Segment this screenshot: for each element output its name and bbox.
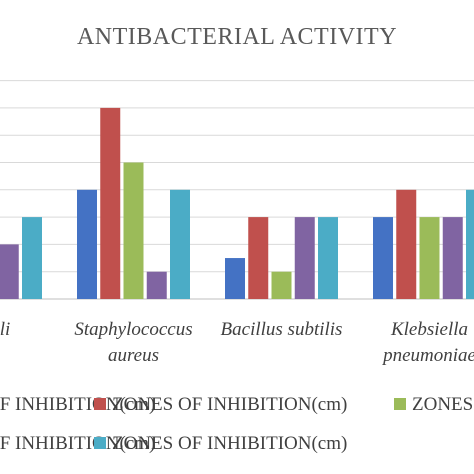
category-label: E. coli (0, 319, 10, 340)
legend-label: ZONES OF INHIBITION(cm) (0, 433, 155, 454)
bar-series-4 (442, 217, 463, 299)
legend-swatch (94, 437, 106, 449)
category-label: aureus (108, 345, 159, 366)
bar-series-1 (77, 189, 97, 299)
bar-series-4 (0, 244, 19, 299)
bar-series-1 (225, 258, 245, 299)
category-label: Staphylococcus (74, 319, 192, 340)
category-label: pneumoniae (381, 345, 474, 366)
legend-label: ZONES OF INHIBITION(cm) (412, 394, 474, 415)
bar-series-4 (146, 271, 167, 299)
legend-label: ZONES OF INHIBITION(cm) (0, 394, 155, 415)
bar-series-1 (373, 217, 393, 299)
category-labels: E. coli Staphylococcus aureus Bacillus subt… (0, 319, 474, 366)
legend-swatch (94, 398, 106, 410)
bar-series-3 (271, 271, 292, 299)
bar-series-2 (100, 107, 121, 300)
bar-series-3 (419, 217, 440, 299)
legend-label: ZONES OF INHIBITION(cm) (112, 433, 347, 454)
bar-series-5 (318, 217, 338, 299)
bar-series-3 (123, 162, 144, 299)
legend-label: ZONES OF INHIBITION(cm) (112, 394, 347, 415)
bar-series-2 (248, 217, 269, 299)
chart-title: ANTIBACTERIAL ACTIVITY (77, 24, 397, 50)
legend: ZONES OF INHIBITION(cm)ZONES OF INHIBITI… (0, 394, 474, 454)
bar-series-5 (170, 189, 190, 299)
legend-swatch (394, 398, 406, 410)
bar-series-4 (294, 217, 315, 299)
gridlines (0, 80, 474, 300)
bar-series-5 (466, 189, 474, 299)
bar-series-5 (22, 217, 42, 299)
bar-series-2 (396, 189, 417, 299)
category-label: Bacillus subtilis (221, 319, 343, 340)
bars (0, 107, 474, 300)
category-label: Klebsiella (390, 319, 468, 340)
